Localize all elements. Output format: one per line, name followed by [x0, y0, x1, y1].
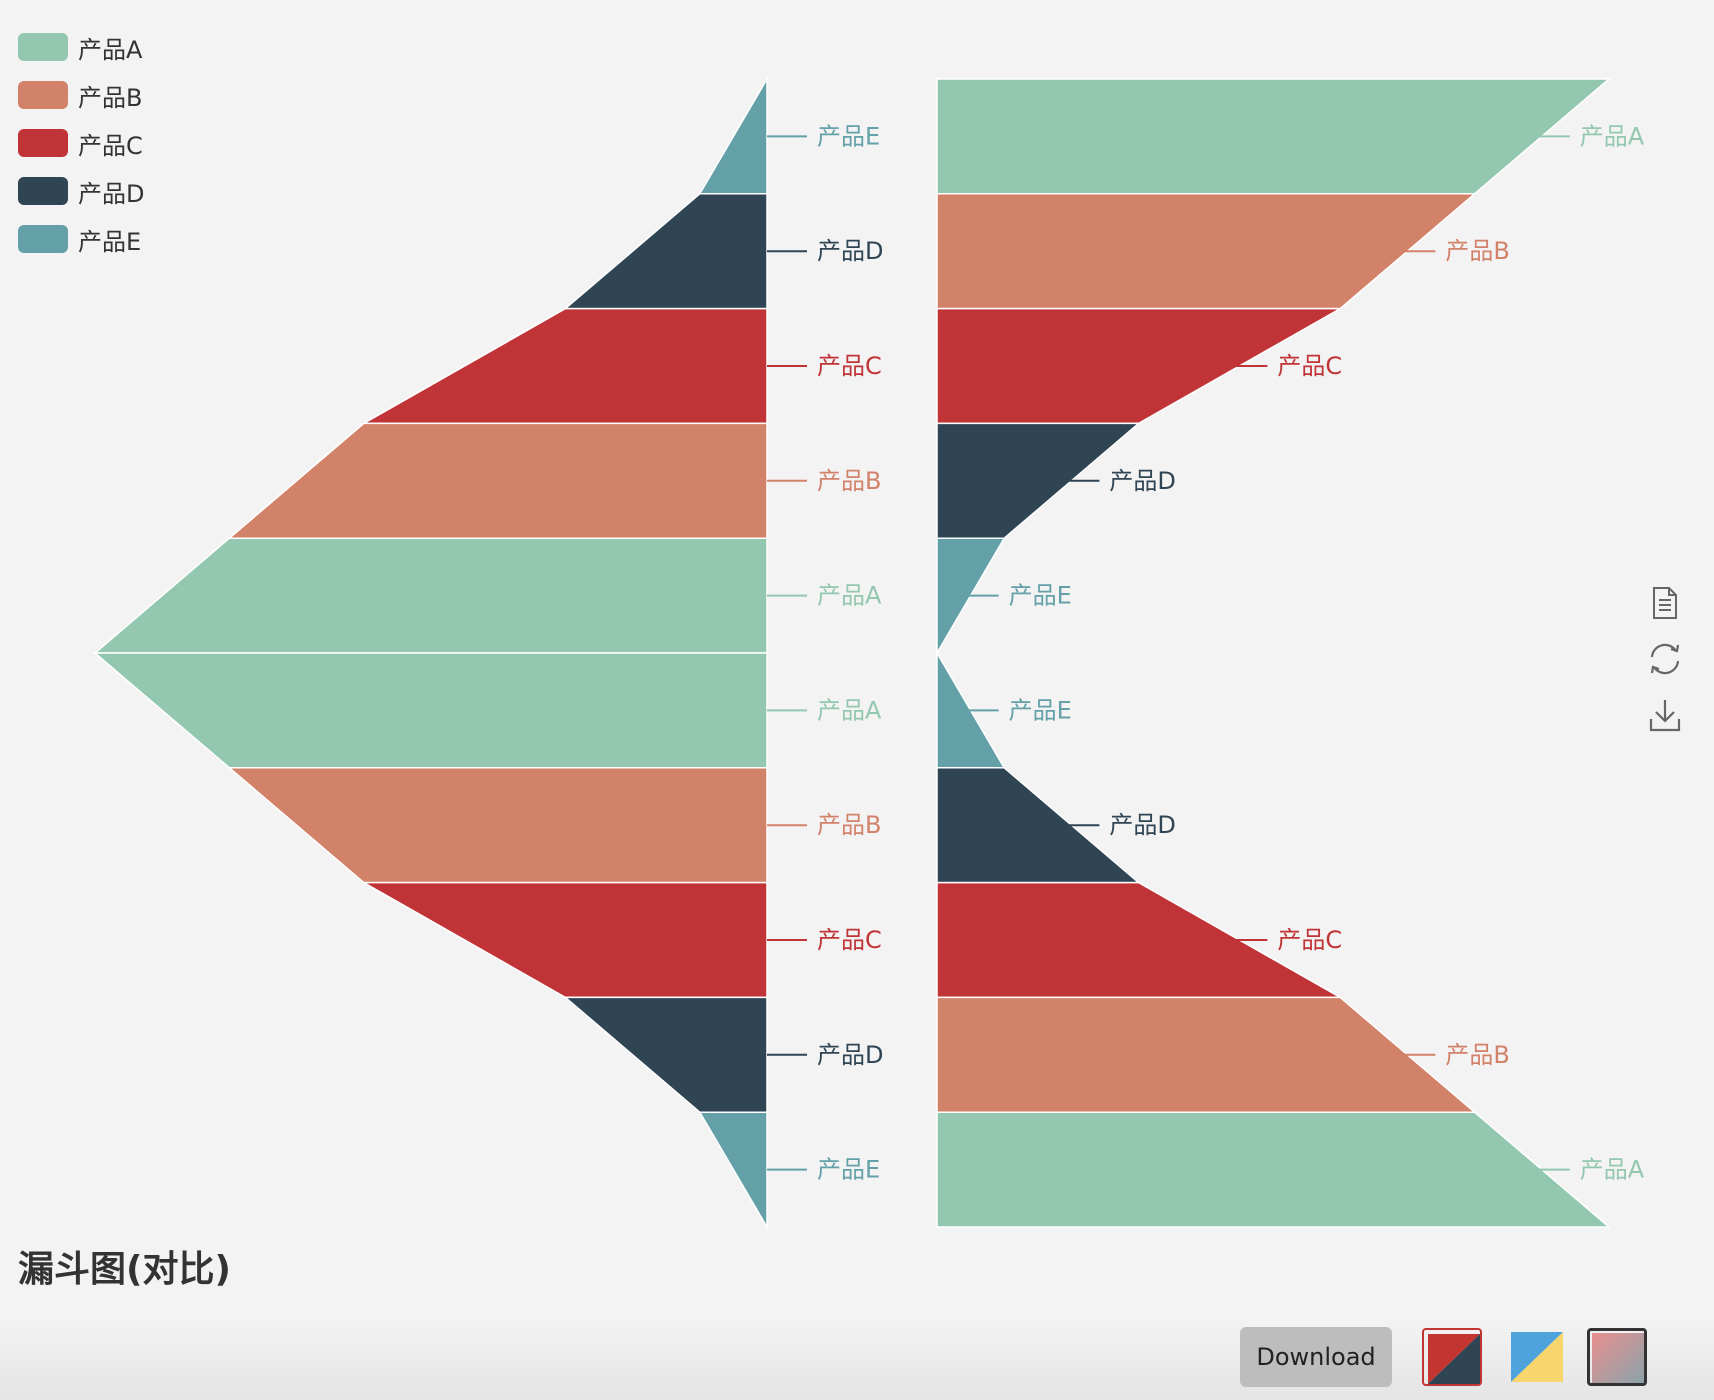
funnel-segment[interactable]: [936, 996, 1477, 1113]
legend-label: 产品A: [78, 35, 143, 64]
funnel-segment[interactable]: [92, 652, 768, 769]
funnel-label: 产品D: [817, 1041, 883, 1069]
funnel-segment[interactable]: [360, 307, 768, 425]
funnel-segment[interactable]: [698, 1111, 768, 1230]
funnel-label: 产品A: [817, 696, 882, 724]
toolbox: [1640, 575, 1690, 743]
funnel-segment[interactable]: [936, 767, 1141, 884]
theme-red-dark-swatch[interactable]: [1422, 1328, 1482, 1386]
funnel-label: 产品A: [1580, 122, 1645, 150]
legend-swatch: [18, 225, 68, 253]
funnel-label: 产品E: [817, 1156, 880, 1184]
theme-blue-yellow-swatch[interactable]: [1507, 1328, 1567, 1386]
legend-label: 产品E: [78, 227, 142, 256]
chart-title: 漏斗图(对比): [18, 1249, 231, 1290]
funnel-segment[interactable]: [936, 422, 1141, 539]
theme-pink-gray-swatch[interactable]: [1587, 1328, 1647, 1386]
legend-swatch: [18, 129, 68, 157]
legend: 产品A 产品B 产品C 产品D 产品E: [18, 23, 144, 263]
funnel-label: 产品B: [1445, 1041, 1509, 1069]
funnel-label: 产品E: [1009, 582, 1072, 610]
funnel-label: 产品E: [817, 122, 880, 150]
funnel-segment[interactable]: [227, 422, 768, 539]
funnel-label: 产品C: [1277, 352, 1342, 380]
funnel-label: 产品E: [1009, 696, 1072, 724]
funnel-label: 产品A: [817, 582, 882, 610]
refresh-icon[interactable]: [1640, 631, 1690, 687]
funnel-label: 产品B: [817, 811, 881, 839]
funnel-label: 产品D: [817, 237, 883, 265]
funnel-segment[interactable]: [227, 767, 768, 884]
legend-label: 产品D: [78, 179, 145, 208]
funnel-label: 产品D: [1109, 811, 1175, 839]
legend-label: 产品B: [78, 83, 143, 112]
legend-item[interactable]: 产品B: [18, 71, 144, 119]
funnel-segment[interactable]: [563, 996, 768, 1113]
funnel-segment[interactable]: [936, 193, 1477, 310]
funnel-label: 产品B: [817, 467, 881, 495]
legend-swatch: [18, 81, 68, 109]
save-image-icon[interactable]: [1640, 687, 1690, 743]
data-view-icon[interactable]: [1640, 575, 1690, 631]
funnel-segment[interactable]: [563, 193, 768, 310]
legend-item[interactable]: 产品D: [18, 167, 144, 215]
download-button[interactable]: Download: [1240, 1327, 1392, 1387]
funnel-segment[interactable]: [936, 78, 1612, 195]
legend-swatch: [18, 33, 68, 61]
funnel-segment[interactable]: [92, 537, 768, 654]
funnel-label: 产品C: [817, 352, 882, 380]
funnel-segment[interactable]: [360, 881, 768, 999]
funnel-label: 产品D: [1109, 467, 1175, 495]
funnel-segment[interactable]: [936, 1111, 1612, 1228]
funnel-label: 产品C: [817, 926, 882, 954]
legend-item[interactable]: 产品E: [18, 215, 144, 263]
legend-label: 产品C: [78, 131, 143, 160]
funnel-segment[interactable]: [698, 76, 768, 195]
funnel-label: 产品B: [1445, 237, 1509, 265]
legend-item[interactable]: 产品C: [18, 119, 144, 167]
legend-swatch: [18, 177, 68, 205]
legend-item[interactable]: 产品A: [18, 23, 144, 71]
funnel-label: 产品A: [1580, 1156, 1645, 1184]
funnel-label: 产品C: [1277, 926, 1342, 954]
